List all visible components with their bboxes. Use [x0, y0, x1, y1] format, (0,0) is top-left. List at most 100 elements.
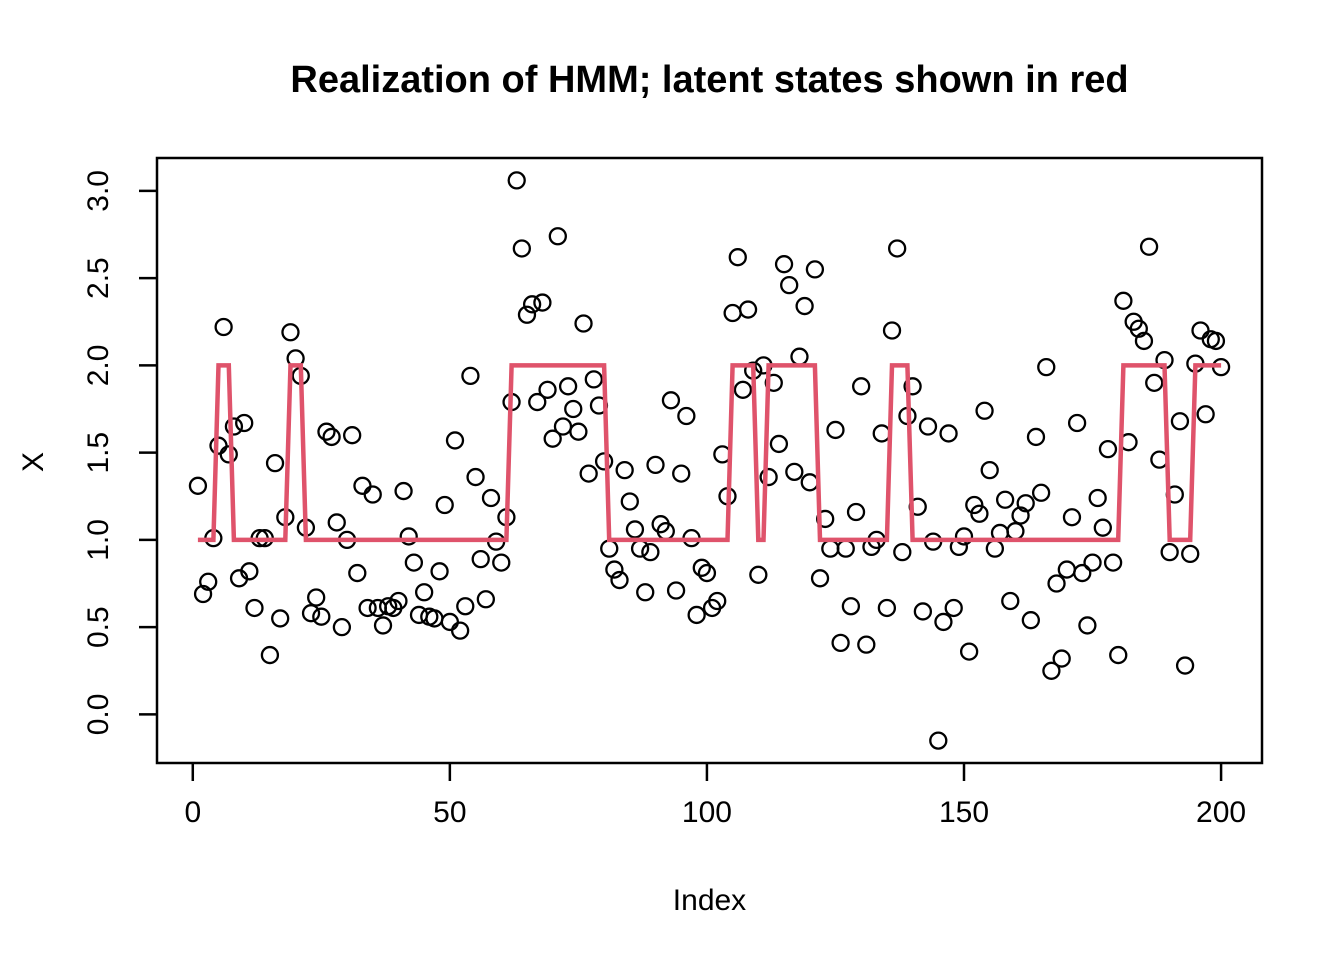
data-point	[414, 583, 434, 602]
data-point	[1129, 319, 1148, 338]
data-point	[790, 347, 809, 366]
data-point	[872, 424, 891, 443]
data-point	[1073, 563, 1092, 583]
data-point	[553, 417, 573, 436]
data-point	[404, 553, 424, 572]
data-point	[959, 642, 979, 661]
data-point	[672, 464, 691, 483]
y-tick-label: 0.5	[82, 606, 115, 648]
data-point	[687, 605, 706, 625]
data-point	[224, 417, 244, 436]
data-point	[1103, 553, 1123, 572]
data-point	[1026, 427, 1046, 447]
data-point	[708, 591, 727, 611]
data-point	[836, 539, 855, 558]
data-point	[456, 597, 475, 616]
data-point	[1037, 357, 1056, 377]
data-point	[445, 431, 465, 450]
data-point	[394, 481, 413, 501]
data-point	[893, 542, 912, 562]
data-point	[764, 373, 783, 392]
data-point	[985, 539, 1005, 558]
data-point	[975, 401, 994, 420]
data-point	[605, 560, 624, 579]
data-point	[805, 260, 825, 279]
data-point	[492, 553, 511, 572]
data-point	[826, 420, 845, 440]
data-point	[1062, 508, 1082, 527]
data-point	[1031, 483, 1051, 502]
y-tick-label: 2.0	[82, 345, 115, 387]
data-point	[1021, 611, 1040, 630]
data-point	[821, 539, 840, 558]
data-point	[471, 549, 490, 569]
data-point	[1047, 574, 1066, 593]
data-point	[774, 255, 794, 274]
data-point	[574, 314, 593, 333]
data-point	[600, 539, 619, 558]
data-point	[466, 467, 485, 487]
data-point	[399, 527, 418, 546]
data-point	[1011, 506, 1030, 525]
data-point	[579, 464, 598, 483]
data-point	[759, 467, 778, 487]
data-point	[733, 380, 753, 399]
data-point	[214, 317, 233, 337]
data-point	[641, 542, 660, 562]
data-point	[1057, 560, 1076, 579]
data-point	[240, 562, 259, 581]
data-point	[1175, 656, 1195, 675]
data-point	[199, 572, 218, 591]
y-tick-label: 1.0	[82, 519, 115, 561]
data-point	[569, 422, 588, 441]
x-tick-label: 50	[433, 796, 466, 829]
data-point	[522, 295, 542, 314]
data-point	[831, 633, 850, 653]
data-point	[517, 305, 537, 324]
data-point	[271, 609, 290, 628]
data-point	[528, 392, 547, 412]
data-point	[646, 455, 665, 475]
data-point	[245, 598, 264, 618]
data-point	[1160, 542, 1179, 562]
data-point	[888, 239, 907, 258]
data-point	[929, 731, 948, 750]
data-point	[584, 370, 603, 389]
data-point	[1181, 544, 1200, 564]
data-point	[934, 612, 953, 632]
data-point	[630, 539, 650, 558]
data-point	[435, 495, 454, 515]
data-point	[343, 426, 362, 445]
data-point	[1196, 405, 1215, 424]
data-point	[1139, 237, 1159, 256]
data-point	[728, 248, 747, 267]
data-point	[564, 399, 583, 419]
y-tick-label: 0.0	[82, 694, 115, 736]
data-point	[785, 462, 804, 481]
data-point	[548, 227, 567, 246]
data-point	[636, 583, 655, 602]
data-point	[939, 424, 958, 443]
data-point	[1078, 616, 1097, 635]
data-point	[738, 300, 758, 319]
data-point	[219, 445, 238, 464]
data-point	[1109, 645, 1128, 665]
data-point	[440, 612, 460, 632]
x-tick-label: 200	[1196, 796, 1246, 829]
x-axis-label: Index	[672, 884, 747, 917]
data-point	[1001, 591, 1020, 611]
data-point	[877, 598, 897, 618]
data-point	[846, 502, 866, 522]
data-point	[543, 429, 562, 448]
y-tick-label: 1.5	[82, 432, 115, 474]
data-point	[332, 618, 352, 637]
data-point	[852, 377, 871, 396]
x-tick-label: 100	[682, 796, 732, 829]
data-point	[1114, 291, 1133, 310]
data-point	[841, 597, 861, 616]
data-point	[1093, 518, 1112, 537]
data-point	[1088, 488, 1107, 508]
chart-title: Realization of HMM; latent states shown …	[290, 59, 1129, 101]
data-point	[615, 460, 634, 480]
data-point	[980, 460, 999, 480]
